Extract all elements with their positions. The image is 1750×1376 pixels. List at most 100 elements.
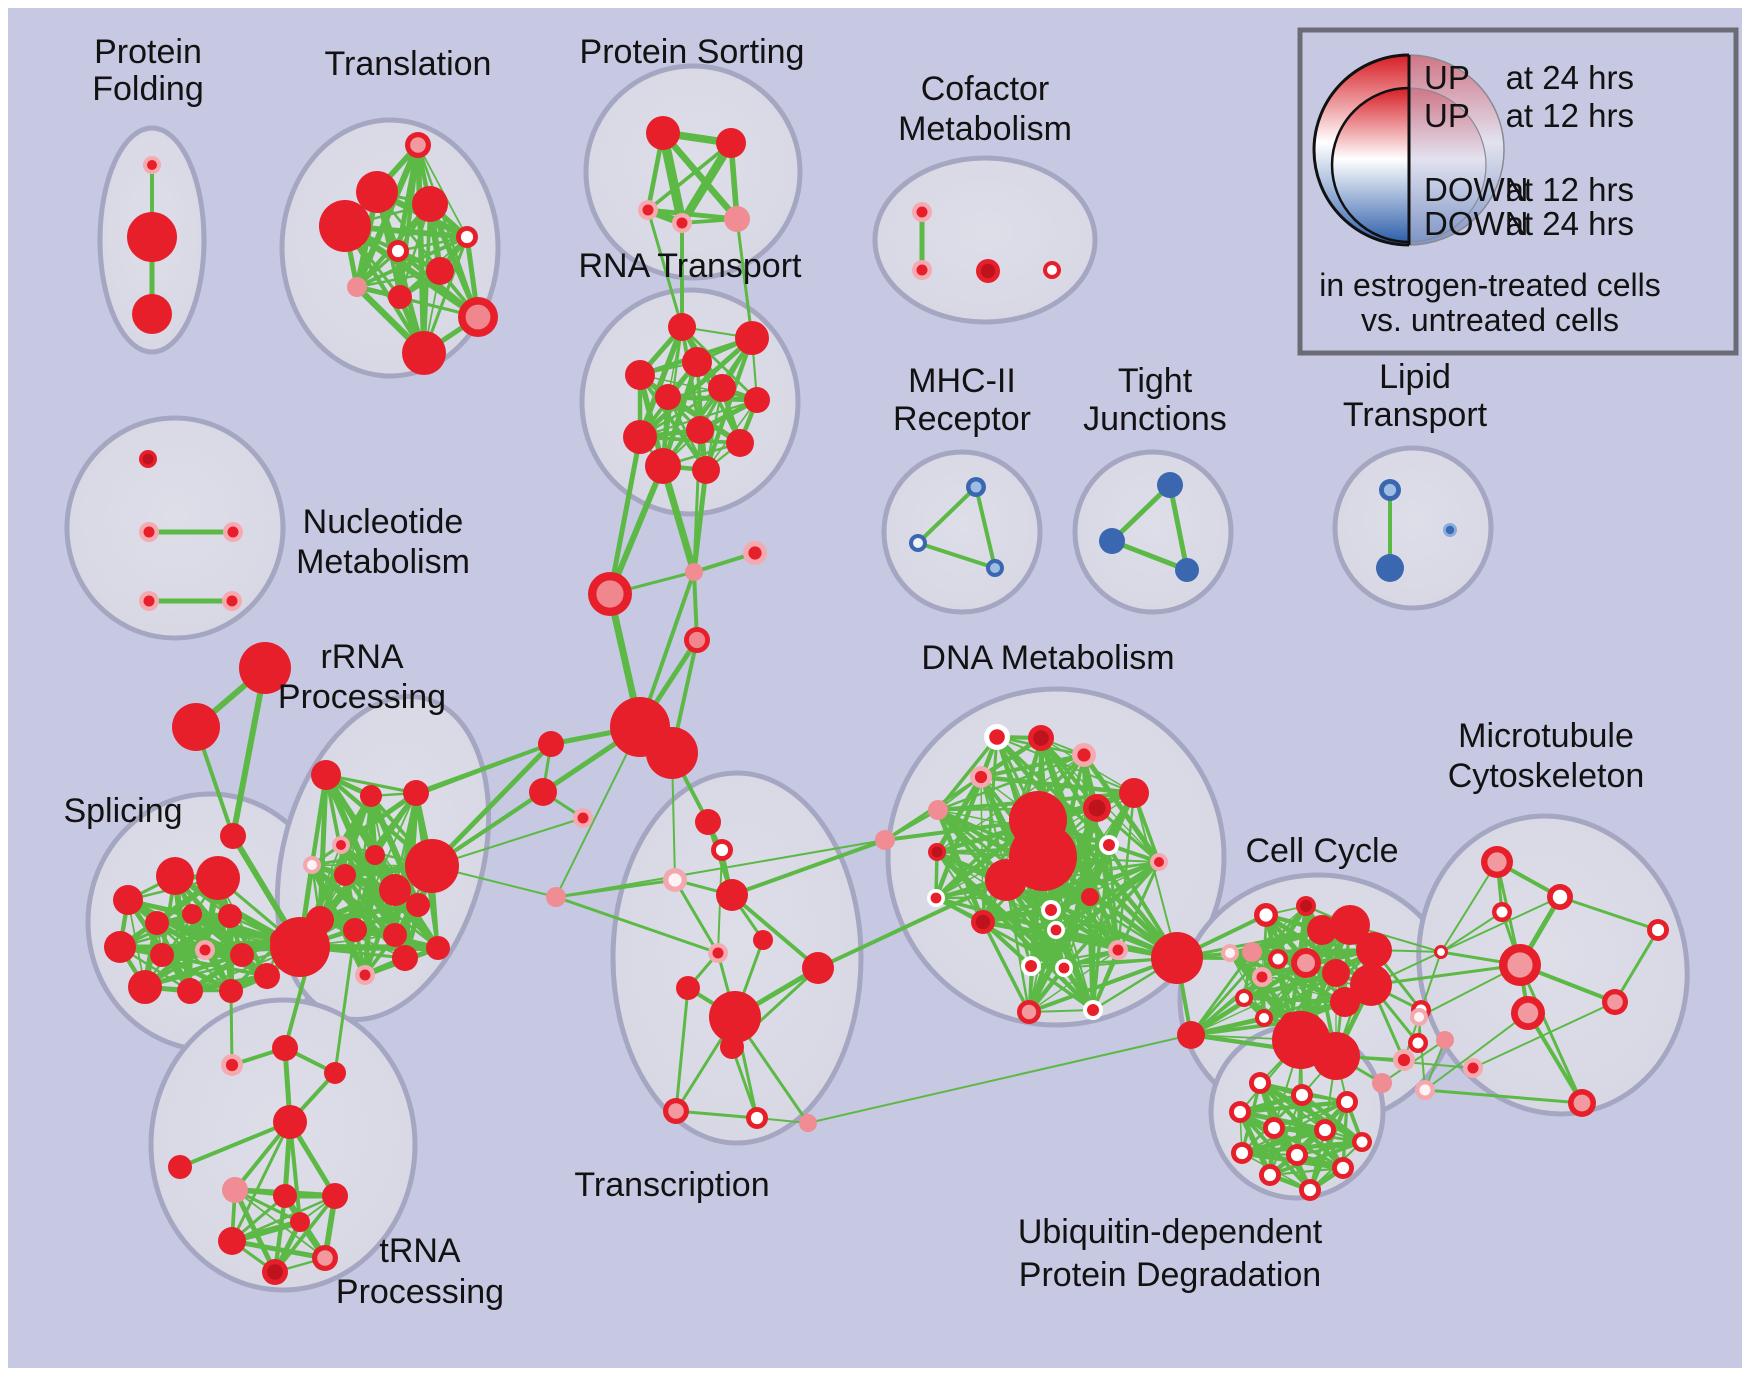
cluster-label-translation: Translation (325, 45, 492, 83)
network-node (1602, 989, 1628, 1015)
legend-time-label: at 12 hrs (1506, 171, 1634, 208)
network-node (976, 259, 1000, 283)
network-node (746, 1107, 768, 1129)
cluster-nucleotide-metabolism-bubble (64, 415, 286, 641)
network-node (408, 786, 426, 804)
legend-time-label: at 12 hrs (1506, 97, 1634, 134)
network-node (625, 360, 655, 390)
network-node (1408, 1033, 1428, 1053)
cluster-label-dna-metabolism: DNA Metabolism (921, 639, 1174, 677)
legend-direction-label: UP (1424, 59, 1470, 96)
network-node (426, 257, 454, 285)
network-node (319, 200, 371, 252)
cluster-label-tight-junctions: Junctions (1083, 400, 1227, 438)
network-node (1254, 903, 1278, 927)
network-node (402, 331, 446, 375)
network-node (1119, 778, 1149, 808)
network-node (150, 943, 174, 967)
network-node (966, 477, 986, 497)
network-node (1410, 1008, 1428, 1026)
network-node (139, 522, 159, 542)
cluster-label-rrna-processing: rRNA (320, 638, 403, 676)
cluster-label-transcription: Transcription (574, 1166, 769, 1204)
network-node (1081, 888, 1099, 906)
network-node (177, 978, 203, 1004)
network-node (1291, 1084, 1313, 1106)
network-node (1379, 479, 1401, 501)
network-node (383, 923, 407, 947)
network-node (230, 943, 254, 967)
network-node (695, 809, 721, 835)
network-node (239, 642, 291, 694)
network-node (334, 864, 356, 886)
legend-direction-label: DOWN (1424, 205, 1528, 242)
legend-time-label: at 24 hrs (1506, 59, 1634, 96)
network-node (986, 559, 1004, 577)
network-node (927, 889, 945, 907)
cluster-tight-junctions-bubble (1072, 449, 1234, 615)
cluster-label-protein-folding: Folding (92, 70, 204, 108)
cluster-label-microtubule-cytoskeleton: Cytoskeleton (1448, 757, 1645, 795)
network-node (716, 128, 746, 158)
network-node (412, 186, 448, 222)
network-node (1286, 1144, 1308, 1166)
network-node (220, 823, 246, 849)
cluster-label-splicing: Splicing (63, 792, 182, 830)
network-node (1352, 1132, 1372, 1152)
cluster-trna-processing-bubble (148, 997, 418, 1293)
network-node (672, 213, 692, 233)
network-node (1647, 919, 1669, 941)
network-node (726, 429, 754, 457)
cluster-cofactor-metabolism-bubble (872, 155, 1098, 325)
network-node (324, 1062, 346, 1084)
network-node (1150, 853, 1168, 871)
network-node (306, 906, 334, 934)
network-node (686, 416, 714, 444)
network-node (645, 448, 681, 484)
network-node (343, 918, 367, 942)
network-node (1463, 1058, 1483, 1078)
legend-outer-right-outline (1408, 54, 1505, 246)
network-node (196, 856, 240, 900)
network-node (1047, 921, 1065, 939)
network-node (406, 893, 430, 917)
network-node (676, 976, 700, 1000)
network-node (1043, 261, 1061, 279)
network-node (1229, 1101, 1251, 1123)
network-node (222, 1177, 248, 1203)
network-node (218, 1227, 246, 1255)
cluster-label-lipid-transport: Lipid (1379, 358, 1451, 396)
network-node (970, 766, 992, 788)
network-node (668, 313, 696, 341)
network-node (1259, 1164, 1281, 1186)
network-node (262, 1259, 288, 1285)
network-node (1157, 472, 1183, 498)
network-node (1332, 1157, 1354, 1179)
network-node (1177, 1021, 1205, 1049)
network-node (655, 384, 681, 410)
network-node (1330, 987, 1360, 1017)
network-node (1415, 1080, 1435, 1100)
network-node (1547, 884, 1573, 910)
network-node (172, 703, 220, 751)
network-node (223, 522, 243, 542)
network-node (1252, 967, 1272, 987)
network-node (638, 200, 658, 220)
cluster-label-nucleotide-metabolism: Metabolism (296, 543, 470, 581)
network-node (799, 1114, 817, 1132)
network-node (708, 374, 736, 402)
network-node (1055, 959, 1073, 977)
network-node (708, 943, 728, 963)
network-node (1099, 528, 1125, 554)
network-node (646, 727, 698, 779)
network-node (1099, 835, 1119, 855)
network-node (387, 240, 409, 262)
network-node (1481, 846, 1513, 878)
network-node (1312, 1032, 1360, 1080)
network-node (145, 911, 169, 935)
cluster-label-cofactor-metabolism: Cofactor (921, 70, 1050, 108)
network-node (538, 731, 564, 757)
